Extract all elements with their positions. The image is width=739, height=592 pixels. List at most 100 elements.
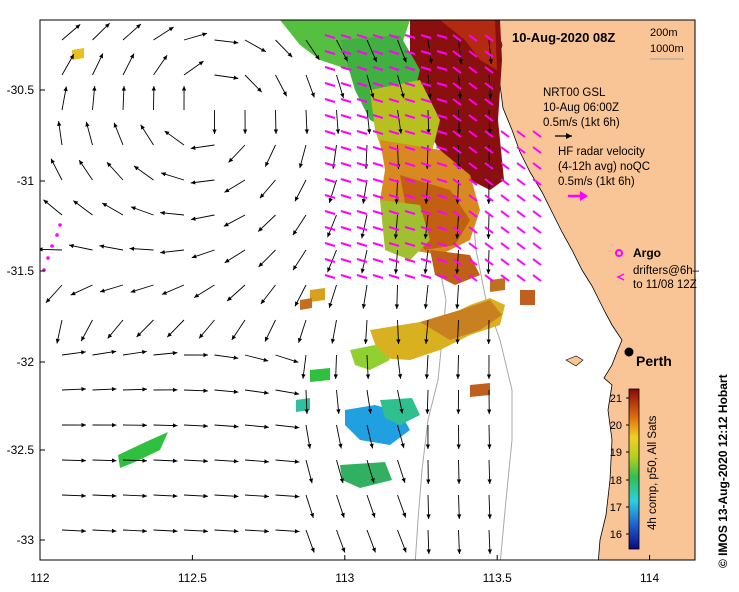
model-vector-head <box>488 59 493 64</box>
radar-vector-arrow <box>372 162 384 167</box>
model-vector-head <box>426 514 431 519</box>
model-vector-head <box>160 250 165 255</box>
radar-vector-arrow <box>452 66 462 74</box>
radar-vector-arrow <box>388 242 400 247</box>
model-vector-head <box>294 494 300 499</box>
radar-vector-arrow <box>420 114 432 119</box>
radar-vector-arrow <box>500 242 510 250</box>
model-vector-head <box>424 339 429 344</box>
radar-vector-arrow <box>340 210 352 215</box>
radar-vector-arrow <box>340 98 352 103</box>
model-vector-head <box>426 479 431 484</box>
radar-vector-arrow <box>356 34 368 39</box>
model-vector-head <box>129 246 135 251</box>
radar-vector-arrow <box>388 34 400 39</box>
model-vector-head <box>487 129 492 134</box>
radar-vector-arrow <box>452 34 462 42</box>
model-vector-head <box>397 374 403 379</box>
radar-vector-arrow <box>372 66 384 71</box>
radar-vector-arrow <box>356 82 368 87</box>
model-vector-head <box>111 528 117 534</box>
model-vector-head <box>293 358 299 364</box>
radar-vector-arrow <box>340 274 352 279</box>
model-vector-head <box>73 200 79 206</box>
radar-vector-arrow <box>452 146 462 154</box>
radar-vector-arrow <box>404 82 416 87</box>
radar-vector-arrow <box>388 82 400 87</box>
radar-vector-arrow <box>468 258 478 266</box>
model-vector-head <box>330 338 336 344</box>
sst-patch <box>490 278 505 292</box>
radar-vector-arrow <box>468 226 478 234</box>
y-tick-label: -32.5 <box>7 443 35 457</box>
radar-vector-arrow <box>404 162 416 167</box>
model-vector-head <box>233 40 239 45</box>
radar-vector-arrow <box>468 34 478 42</box>
y-tick-label: -33 <box>17 533 35 547</box>
radar-vector-arrow <box>356 98 368 103</box>
contour-legend-200: 200m <box>650 27 678 39</box>
model-vector-head <box>487 409 492 414</box>
radar-vector-arrow <box>356 130 368 135</box>
model-vector-head <box>136 332 142 338</box>
model-vector-head <box>81 528 86 534</box>
radar-vector-arrow <box>356 210 368 215</box>
model-vector-head <box>63 86 68 92</box>
model-vector-head <box>341 547 346 553</box>
model-vector-head <box>130 288 136 293</box>
colorbar-tick-label: 16 <box>610 529 622 541</box>
radar-vector-arrow <box>484 226 494 234</box>
model-vector-head <box>168 26 174 32</box>
radar-vector-arrow <box>388 210 400 215</box>
radar-vector-arrow <box>340 82 352 87</box>
radar-vector-arrow <box>452 50 462 58</box>
radar-vector-arrow <box>452 274 462 282</box>
model-vector-head <box>335 129 341 134</box>
model-vector-head <box>111 349 117 355</box>
model-vector-head <box>104 23 110 28</box>
radar-vector-arrow <box>532 226 542 234</box>
radar-velocity-vectors <box>42 34 542 282</box>
radar-vector-arrow <box>484 146 494 154</box>
model-vector-head <box>203 458 208 464</box>
model-vector-head <box>233 459 239 464</box>
radar-vector-arrow <box>420 50 432 55</box>
sst-patch <box>350 345 390 370</box>
radar-vector-arrow <box>436 274 448 279</box>
model-vector-head <box>340 512 345 518</box>
drifters-label-line2: to 11/08 12Z <box>633 279 697 291</box>
radar-vector-arrow <box>324 98 336 103</box>
model-vector-head <box>106 162 112 167</box>
radar-legend-line2: (4-12h avg) noQC <box>558 161 650 173</box>
radar-vector-arrow <box>468 98 478 106</box>
model-vector-head <box>45 298 51 303</box>
radar-vector-arrow <box>452 162 462 170</box>
radar-vector-arrow <box>500 258 510 266</box>
radar-vector-arrow <box>324 146 336 151</box>
model-vector-head <box>134 166 139 171</box>
radar-vector-arrow <box>420 194 432 199</box>
model-vector-head <box>69 54 74 60</box>
plot-border <box>39 19 696 561</box>
model-vector-head <box>428 58 433 64</box>
radar-vector-arrow <box>388 130 400 135</box>
model-vector-head <box>488 94 493 99</box>
radar-vector-arrow <box>324 66 336 71</box>
argo-float-marker <box>50 244 54 248</box>
model-vector-head <box>190 145 196 150</box>
radar-vector-arrow <box>420 146 432 151</box>
model-vector-head <box>129 53 134 59</box>
model-vector-head <box>400 443 405 449</box>
model-vector-head <box>203 493 208 499</box>
radar-legend-scale: 0.5m/s (1kt 6h) <box>558 176 635 188</box>
model-vector-head <box>455 304 460 309</box>
model-vector-head <box>203 528 208 534</box>
radar-vector-arrow <box>388 226 400 231</box>
model-vector-head <box>338 443 343 449</box>
radar-vector-arrow <box>500 194 510 202</box>
radar-vector-arrow <box>516 146 526 154</box>
model-vector-head <box>142 387 147 392</box>
model-vector-head <box>457 514 462 519</box>
model-vector-head <box>307 443 312 449</box>
